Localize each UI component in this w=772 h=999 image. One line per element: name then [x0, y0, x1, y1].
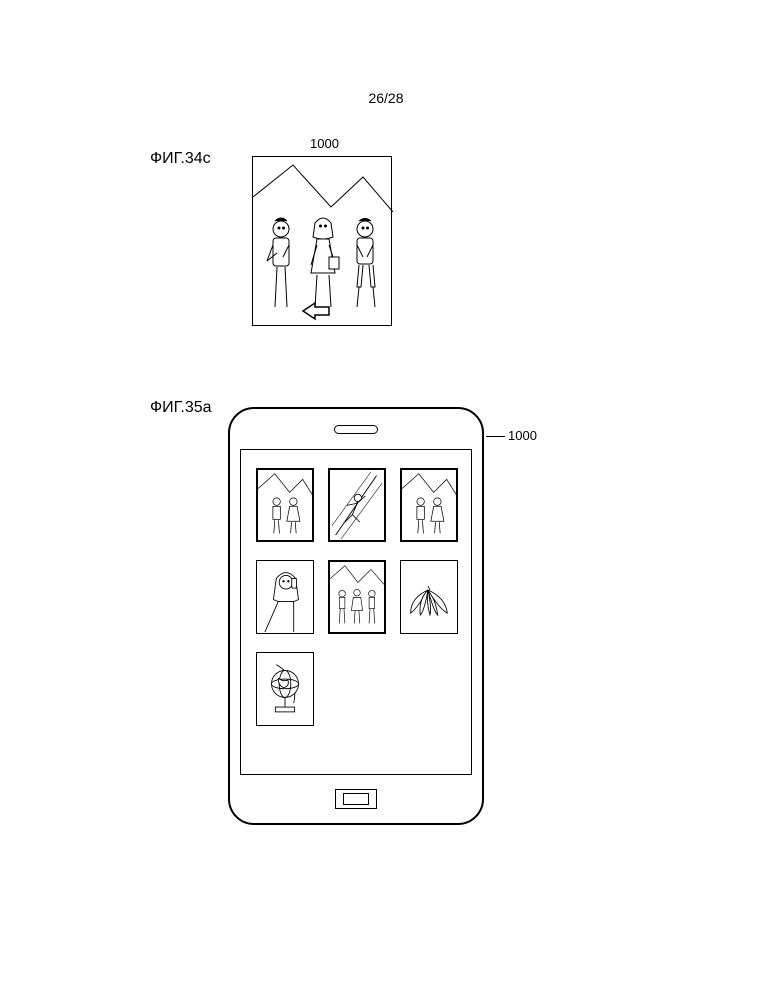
thumb-two-people-b[interactable]	[400, 468, 458, 542]
thumb-bananas[interactable]	[400, 560, 458, 634]
thumb-climber[interactable]	[328, 468, 386, 542]
fig34c-label: ФИГ.34c	[150, 150, 211, 168]
fig35a-leader-line	[486, 436, 505, 437]
page-number: 26/28	[0, 90, 772, 106]
three-people-mountains-illustration	[253, 157, 393, 327]
left-arrow-icon	[303, 303, 329, 319]
thumb-two-people[interactable]	[256, 468, 314, 542]
fig34c-ref: 1000	[310, 136, 339, 151]
two-people-icon	[258, 470, 312, 539]
fig35a-ref: 1000	[508, 428, 537, 443]
thumb-three-people[interactable]	[328, 560, 386, 634]
bananas-icon	[401, 561, 457, 632]
woman-phone-icon	[257, 561, 313, 632]
two-people-b-icon	[402, 470, 456, 539]
thumb-globe[interactable]	[256, 652, 314, 726]
climber-icon	[330, 470, 384, 539]
globe-icon	[257, 653, 313, 724]
phone-home-button[interactable]	[335, 789, 377, 809]
fig35a-label: ФИГ.35a	[150, 399, 212, 417]
fig34c-photo	[252, 156, 392, 326]
phone-device	[228, 407, 484, 825]
three-people-icon	[330, 562, 384, 631]
thumb-woman-phone[interactable]	[256, 560, 314, 634]
phone-screen	[240, 449, 472, 775]
phone-speaker	[334, 425, 378, 434]
gallery-grid	[256, 468, 456, 726]
